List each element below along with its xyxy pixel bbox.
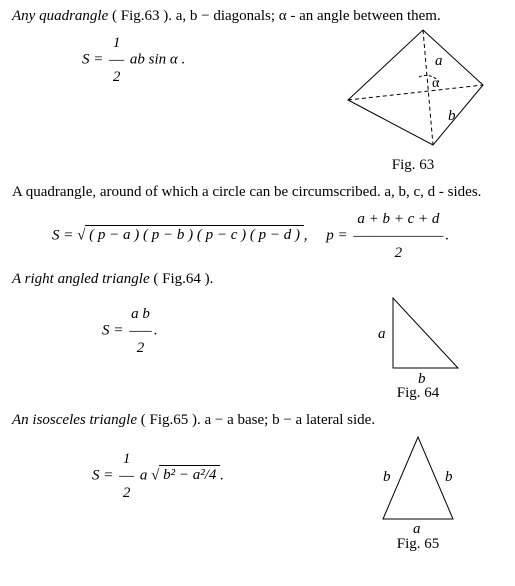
fig65-b1: b bbox=[383, 469, 391, 485]
f3-S: S bbox=[102, 322, 110, 338]
intro-line-4: An isosceles triangle ( Fig.65 ). a − a … bbox=[12, 412, 503, 429]
intro-rest-4: ( Fig.65 ). a − a base; b − a lateral si… bbox=[137, 412, 375, 428]
f3-den: 2 bbox=[129, 340, 152, 357]
fig63-a: a bbox=[435, 53, 443, 69]
f1-den: 2 bbox=[109, 69, 124, 86]
figure-64: a b Fig. 64 bbox=[363, 288, 473, 402]
f1-half: 1––2 bbox=[109, 35, 124, 85]
caption-63: Fig. 63 bbox=[333, 157, 493, 174]
f3-eq: = bbox=[110, 322, 128, 338]
f2-eq2: = bbox=[334, 227, 352, 243]
f1-eq: = bbox=[90, 51, 108, 67]
f2-p: p bbox=[326, 227, 334, 243]
f2-radicand: ( p − a ) ( p − b ) ( p − c ) ( p − d ) bbox=[85, 225, 303, 243]
right-triangle-svg: a b bbox=[363, 288, 473, 383]
intro-rest-1: ( Fig.63 ). a, b − diagonals; α - an ang… bbox=[112, 8, 441, 24]
fig65-b2: b bbox=[445, 469, 453, 485]
f1-tail: ab sin α . bbox=[126, 51, 185, 67]
section-cyclic-quadrangle: A quadrangle, around of which a circle c… bbox=[12, 184, 503, 261]
f2-dot: . bbox=[445, 228, 449, 244]
caption-65: Fig. 65 bbox=[363, 536, 473, 553]
f3-frac: a b–––2 bbox=[129, 306, 152, 356]
fig63-b: b bbox=[448, 108, 456, 124]
f2-num: a + b + c + d bbox=[353, 211, 443, 228]
intro-rest-3: ( Fig.64 ). bbox=[150, 271, 214, 287]
fig64-a: a bbox=[378, 326, 386, 342]
figure-65: b b a Fig. 65 bbox=[363, 429, 473, 553]
f3-dot: . bbox=[154, 323, 158, 339]
f3-num: a b bbox=[129, 306, 152, 323]
formula-1: S = 1––2 ab sin α . bbox=[82, 35, 333, 85]
isosceles-svg: b b a bbox=[363, 429, 473, 534]
formula-4: S = 1––2 a √ b² − a²/4 . bbox=[92, 451, 363, 501]
f4-hnum: 1 bbox=[119, 451, 134, 468]
f1-S: S bbox=[82, 51, 90, 67]
intro-line-1: Any quadrangle ( Fig.63 ). a, b − diagon… bbox=[12, 8, 503, 25]
f4-half: 1––2 bbox=[119, 451, 134, 501]
f2-frac: a + b + c + d––––––––––––2 bbox=[353, 211, 443, 261]
fig64-b: b bbox=[418, 371, 426, 383]
intro-prefix-4: An isosceles triangle bbox=[12, 412, 137, 428]
f4-eq: = bbox=[100, 467, 118, 483]
f2-comma: , bbox=[304, 227, 308, 243]
f4-dot: . bbox=[220, 467, 224, 483]
f2-S: S bbox=[52, 227, 60, 243]
f2-den: 2 bbox=[353, 245, 443, 262]
fig63-alpha: α bbox=[432, 76, 440, 91]
fig65-a: a bbox=[413, 521, 421, 534]
section-right-triangle: A right angled triangle ( Fig.64 ). S = … bbox=[12, 271, 503, 402]
intro-line-3: A right angled triangle ( Fig.64 ). bbox=[12, 271, 503, 288]
figure-63: a b α Fig. 63 bbox=[333, 25, 493, 174]
section-isosceles-triangle: An isosceles triangle ( Fig.65 ). a − a … bbox=[12, 412, 503, 553]
intro-line-2: A quadrangle, around of which a circle c… bbox=[12, 184, 503, 201]
intro-prefix-3: A right angled triangle bbox=[12, 271, 150, 287]
f4-S: S bbox=[92, 467, 100, 483]
quadrangle-svg: a b α bbox=[333, 25, 493, 155]
f4-a: a bbox=[136, 467, 151, 483]
f2-eq: = bbox=[60, 227, 78, 243]
intro-prefix-1: Any quadrangle bbox=[12, 8, 112, 24]
f4-radicand: b² − a²/4 bbox=[159, 465, 220, 483]
f4-hden: 2 bbox=[119, 485, 134, 502]
section-quadrangle: Any quadrangle ( Fig.63 ). a, b − diagon… bbox=[12, 8, 503, 174]
formula-2: S = √ ( p − a ) ( p − b ) ( p − c ) ( p … bbox=[52, 211, 503, 261]
caption-64: Fig. 64 bbox=[363, 385, 473, 402]
formula-3: S = a b–––2. bbox=[102, 306, 363, 356]
f1-num: 1 bbox=[109, 35, 124, 52]
